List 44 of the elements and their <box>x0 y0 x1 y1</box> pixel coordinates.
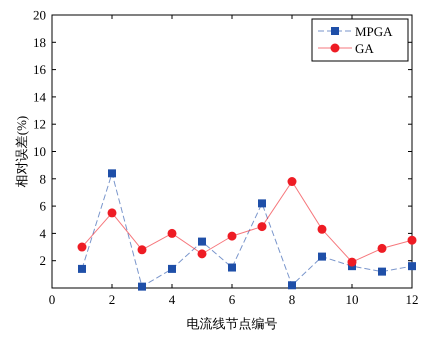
point <box>138 245 146 254</box>
x-tick-label: 8 <box>288 292 296 307</box>
y-tick-label: 10 <box>33 144 46 159</box>
point <box>138 282 146 291</box>
point <box>378 268 386 276</box>
point <box>348 258 356 267</box>
x-tick-label: 0 <box>48 292 56 307</box>
x-axis-title: 电流线节点编号 <box>186 316 278 331</box>
y-tick-label: 18 <box>33 34 46 50</box>
legend-label: GA <box>355 41 374 56</box>
point <box>168 264 176 273</box>
y-tick-label: 4 <box>40 226 46 241</box>
point <box>258 222 266 232</box>
point <box>318 252 326 261</box>
x-tick-label: 10 <box>346 292 358 307</box>
y-tick-label: 14 <box>33 89 46 104</box>
point <box>378 244 386 253</box>
x-tick-label: 2 <box>108 292 116 307</box>
x-tick-label: 6 <box>228 292 236 307</box>
point <box>408 262 416 270</box>
y-tick-label: 16 <box>33 62 46 78</box>
y-tick-label: 12 <box>33 116 46 132</box>
point <box>78 264 86 273</box>
point <box>78 242 86 252</box>
y-tick-label: 6 <box>40 198 46 214</box>
point <box>408 236 416 245</box>
x-tick-label: 4 <box>168 292 176 307</box>
point <box>288 281 296 290</box>
x-tick-label: 12 <box>406 292 418 307</box>
point <box>108 208 116 218</box>
point <box>228 264 236 272</box>
point <box>318 224 326 234</box>
point <box>198 249 206 258</box>
y-tick-label: 8 <box>40 171 46 186</box>
point <box>258 199 266 208</box>
legend-label: MPGA <box>355 24 394 39</box>
y-tick-label: 2 <box>40 253 46 268</box>
point <box>108 169 116 178</box>
point <box>228 232 236 241</box>
point <box>198 238 206 246</box>
y-tick-label: 20 <box>33 8 46 22</box>
y-axis-title: 相对误差(%) <box>14 116 29 188</box>
point <box>168 228 176 238</box>
point <box>288 177 296 186</box>
